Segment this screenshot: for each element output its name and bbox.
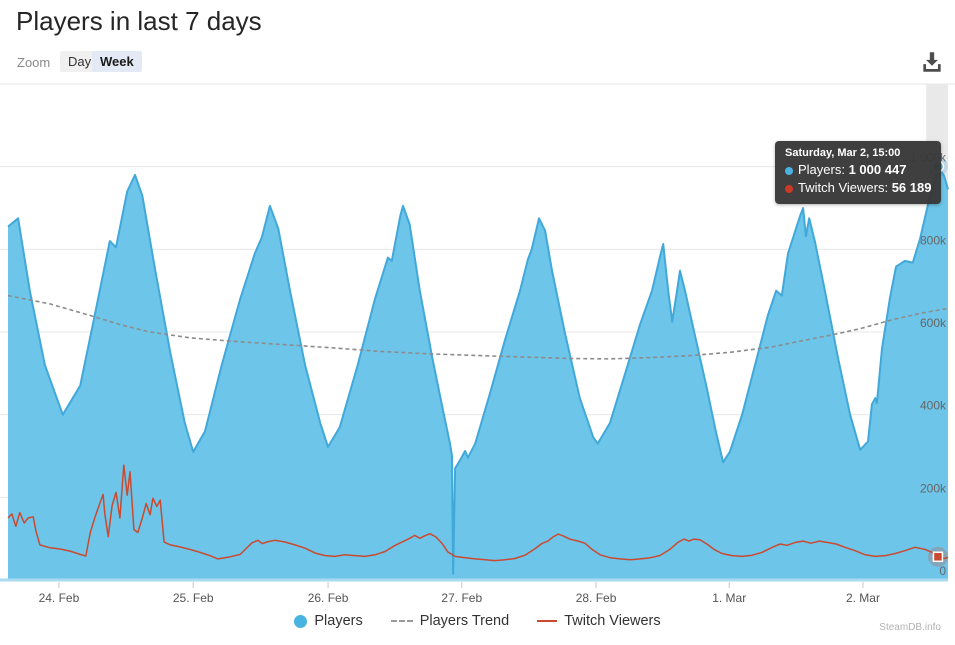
zoom-week-button[interactable]: Week	[92, 51, 142, 72]
svg-text:1. Mar: 1. Mar	[712, 591, 746, 605]
svg-text:27. Feb: 27. Feb	[441, 591, 482, 605]
players-legend-icon	[294, 614, 308, 628]
zoom-day-button[interactable]: Day	[60, 51, 100, 72]
svg-text:200k: 200k	[920, 481, 947, 495]
tooltip-players-value: 1 000 447	[848, 162, 907, 177]
players-dot-icon	[785, 166, 793, 175]
tooltip-twitch-label: Twitch Viewers:	[798, 180, 889, 195]
svg-text:800k: 800k	[920, 233, 947, 247]
svg-text:2. Mar: 2. Mar	[846, 591, 880, 605]
twitch-dot-icon	[785, 184, 793, 193]
download-icon[interactable]	[919, 49, 945, 75]
legend-players-trend-label: Players Trend	[419, 613, 510, 629]
legend-item-players-trend[interactable]: Players Trend	[390, 613, 510, 629]
twitch-viewers-legend-icon	[537, 620, 558, 622]
svg-text:0: 0	[939, 564, 946, 578]
tooltip-players-label: Players:	[798, 162, 845, 177]
svg-text:25. Feb: 25. Feb	[173, 591, 214, 605]
svg-text:400k: 400k	[920, 399, 947, 413]
zoom-label: Zoom	[17, 55, 51, 70]
tooltip-twitch-value: 56 189	[891, 180, 932, 195]
tooltip-row-players: Players: 1 000 447	[785, 161, 931, 179]
legend-item-twitch-viewers[interactable]: Twitch Viewers	[537, 613, 661, 629]
svg-text:600k: 600k	[920, 316, 947, 330]
players-chart[interactable]: 24. Feb 25. Feb 26. Feb 27. Feb 28. Feb 1. Ma…	[0, 80, 955, 620]
chart-legend: Players Players Trend Twitch Viewers	[0, 613, 955, 629]
svg-text:24. Feb: 24. Feb	[39, 591, 80, 605]
page-title: Players in last 7 days	[16, 6, 262, 36]
tooltip-date: Saturday, Mar 2, 15:00	[785, 147, 901, 159]
chart-tooltip: Saturday, Mar 2, 15:00 Players: 1 000 44…	[775, 141, 942, 204]
legend-item-players[interactable]: Players	[294, 613, 363, 629]
steamdb-watermark: SteamDB.info	[879, 622, 941, 633]
players-trend-legend-icon	[390, 620, 413, 622]
legend-players-label: Players	[314, 613, 363, 629]
svg-text:26. Feb: 26. Feb	[308, 591, 349, 605]
tooltip-row-twitch: Twitch Viewers: 56 189	[785, 179, 931, 197]
svg-text:28. Feb: 28. Feb	[576, 591, 617, 605]
legend-twitch-viewers-label: Twitch Viewers	[564, 613, 661, 629]
